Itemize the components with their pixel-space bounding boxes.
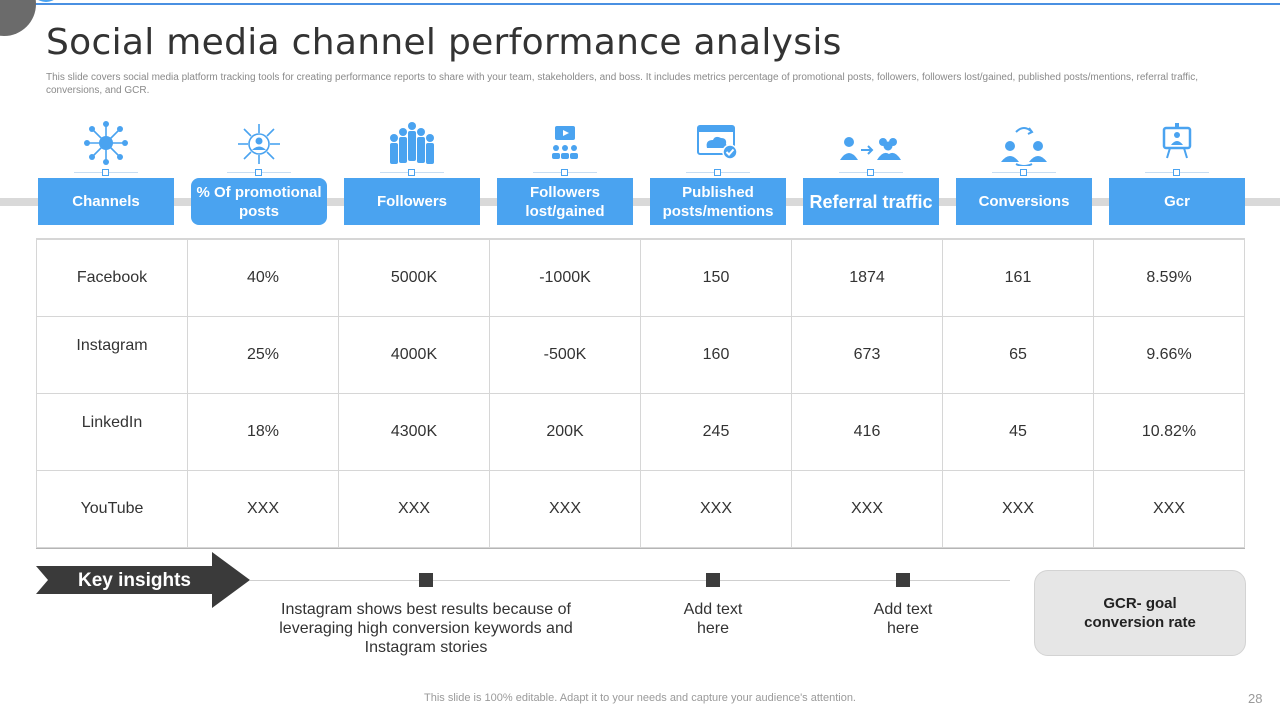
table-row: YouTube XXX XXX XXX XXX XXX XXX XXX bbox=[36, 470, 1245, 548]
column-icons-row bbox=[38, 120, 1244, 176]
megaphone-network-icon bbox=[191, 120, 327, 176]
table-cell: 65 bbox=[942, 316, 1094, 394]
cloud-upload-browser-icon bbox=[650, 120, 786, 176]
table-cell: 40% bbox=[187, 239, 339, 317]
corner-decoration-blue bbox=[30, 0, 62, 2]
performance-table: Facebook 40% 5000K -1000K 150 1874 161 8… bbox=[36, 238, 1245, 549]
presentation-screen-icon bbox=[1109, 120, 1245, 176]
table-cell: -1000K bbox=[489, 239, 641, 317]
table-cell: 25% bbox=[187, 316, 339, 394]
channel-cell: LinkedIn bbox=[36, 393, 188, 471]
column-header-promotional-posts: % Of promotional posts bbox=[191, 178, 327, 225]
table-cell: 673 bbox=[791, 316, 943, 394]
table-cell: 10.82% bbox=[1093, 393, 1245, 471]
table-cell: XXX bbox=[187, 470, 339, 548]
video-audience-icon bbox=[497, 120, 633, 176]
table-cell: 160 bbox=[640, 316, 792, 394]
key-insights-label: Key insights bbox=[78, 570, 191, 591]
table-cell: XXX bbox=[640, 470, 792, 548]
table-cell: 45 bbox=[942, 393, 1094, 471]
insight-text: Add text here bbox=[873, 601, 933, 637]
table-cell: 4000K bbox=[338, 316, 490, 394]
table-cell: 150 bbox=[640, 239, 792, 317]
table-row: Instagram 25% 4000K -500K 160 673 65 9.6… bbox=[36, 316, 1245, 394]
column-header-conversions: Conversions bbox=[956, 178, 1092, 225]
channel-cell: Instagram bbox=[36, 316, 188, 394]
column-header-gcr: Gcr bbox=[1109, 178, 1245, 225]
table-cell: XXX bbox=[1093, 470, 1245, 548]
channel-cell: Facebook bbox=[36, 239, 188, 317]
table-cell: 5000K bbox=[338, 239, 490, 317]
table-cell: 4300K bbox=[338, 393, 490, 471]
key-insights-arrow bbox=[36, 552, 250, 608]
table-cell: -500K bbox=[489, 316, 641, 394]
column-header-channels: Channels bbox=[38, 178, 174, 225]
user-referral-arrow-icon bbox=[803, 120, 939, 176]
timeline-marker bbox=[896, 573, 910, 587]
table-cell: XXX bbox=[489, 470, 641, 548]
header-band bbox=[0, 198, 1280, 206]
channel-cell: YouTube bbox=[36, 470, 188, 548]
table-cell: 245 bbox=[640, 393, 792, 471]
table-cell: 161 bbox=[942, 239, 1094, 317]
insight-text: Add text here bbox=[683, 601, 743, 637]
corner-decoration-grey bbox=[0, 0, 36, 36]
table-cell: 416 bbox=[791, 393, 943, 471]
user-conversion-cycle-icon bbox=[956, 120, 1092, 176]
table-cell: XXX bbox=[942, 470, 1094, 548]
slide-title: Social media channel performance analysi… bbox=[46, 22, 842, 63]
column-header-published-posts: Published posts/mentions bbox=[650, 178, 786, 225]
slide-footer: This slide is 100% editable. Adapt it to… bbox=[424, 692, 856, 704]
table-cell: XXX bbox=[338, 470, 490, 548]
slide-subtitle: This slide covers social media platform … bbox=[46, 72, 1199, 96]
table-row: LinkedIn 18% 4300K 200K 245 416 45 10.82… bbox=[36, 393, 1245, 471]
insights-timeline bbox=[250, 580, 1010, 581]
table-cell: 1874 bbox=[791, 239, 943, 317]
table-cell: 18% bbox=[187, 393, 339, 471]
timeline-marker bbox=[706, 573, 720, 587]
column-header-referral-traffic: Referral traffic bbox=[803, 178, 939, 225]
page-number: 28 bbox=[1248, 691, 1263, 706]
insight-text: Instagram shows best results because of … bbox=[279, 601, 573, 656]
timeline-marker bbox=[419, 573, 433, 587]
table-cell: 200K bbox=[489, 393, 641, 471]
column-header-followers-lost-gained: Followers lost/gained bbox=[497, 178, 633, 225]
column-header-followers: Followers bbox=[344, 178, 480, 225]
top-accent-line bbox=[0, 3, 1280, 5]
table-row: Facebook 40% 5000K -1000K 150 1874 161 8… bbox=[36, 239, 1245, 317]
column-headers-row: Channels % Of promotional posts Follower… bbox=[38, 178, 1245, 225]
table-cell: 8.59% bbox=[1093, 239, 1245, 317]
table-cell: XXX bbox=[791, 470, 943, 548]
gcr-definition-box: GCR- goal conversion rate bbox=[1034, 570, 1246, 656]
table-cell: 9.66% bbox=[1093, 316, 1245, 394]
network-hub-icon bbox=[38, 120, 174, 176]
group-people-icon bbox=[344, 120, 480, 176]
